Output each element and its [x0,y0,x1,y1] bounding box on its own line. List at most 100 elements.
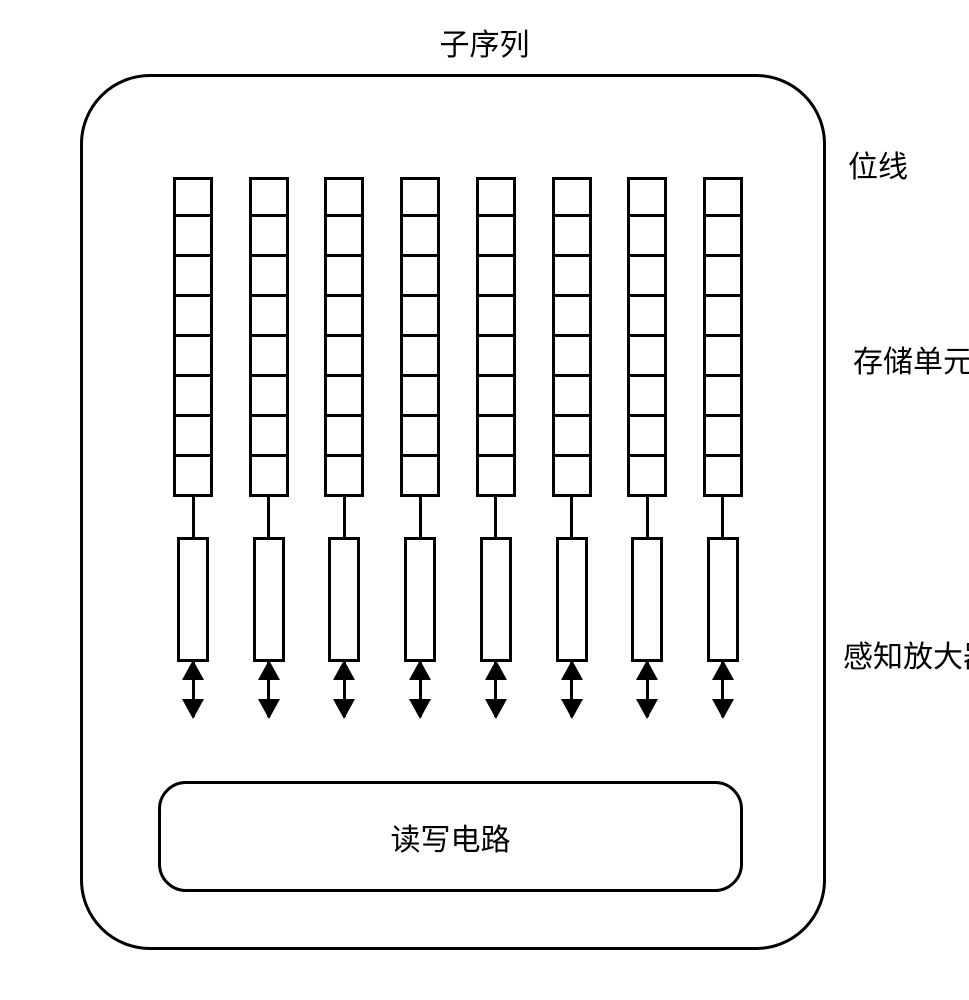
bitline-column [703,177,743,717]
memory-cell [249,417,289,457]
memory-cell [627,337,667,377]
memory-cell [400,377,440,417]
bidirectional-arrow-icon [646,662,649,717]
sense-amplifier [177,537,209,662]
memory-cell [173,377,213,417]
memory-cell [627,457,667,497]
read-write-circuit-label: 读写电路 [391,815,511,859]
memory-cell [476,177,516,217]
bitline-column [324,177,364,717]
memory-cell-stack [552,177,592,497]
memory-cell [173,457,213,497]
memory-cell [324,377,364,417]
memory-cell [324,217,364,257]
memory-cell [324,337,364,377]
memory-cell [249,257,289,297]
memory-cell [703,377,743,417]
sense-amplifier [707,537,739,662]
bidirectional-arrow-icon [192,662,195,717]
bidirectional-arrow-icon [419,662,422,717]
memory-cell-stack [627,177,667,497]
memory-cell-stack [703,177,743,497]
memory-cell [552,257,592,297]
memory-cell [703,457,743,497]
bitline-wire [343,497,346,537]
bidirectional-arrow-icon [570,662,573,717]
bitline-column [476,177,516,717]
bitline-columns [173,177,743,717]
bitline-wire [192,497,195,537]
sense-amplifier [328,537,360,662]
memory-cell [173,297,213,337]
memory-cell [249,217,289,257]
memory-cell [476,417,516,457]
memory-cell [249,337,289,377]
sense-amplifier [404,537,436,662]
memory-cell [173,257,213,297]
memory-cell [324,457,364,497]
bitline-column [173,177,213,717]
memory-cell [627,217,667,257]
diagram-title: 子序列 [20,20,949,64]
memory-cell [400,337,440,377]
bidirectional-arrow-icon [721,662,724,717]
memory-cell [703,417,743,457]
memory-cell [703,257,743,297]
memory-cell [552,217,592,257]
bidirectional-arrow-icon [267,662,270,717]
read-write-circuit: 读写电路 [158,781,743,892]
bitline-wire [721,497,724,537]
memory-cell [703,217,743,257]
sense-amplifier [631,537,663,662]
memory-cell [173,177,213,217]
bitline-wire [646,497,649,537]
memory-cell [627,297,667,337]
memory-cell [476,297,516,337]
sense-amplifier [253,537,285,662]
memory-cell [476,337,516,377]
memory-cell [400,417,440,457]
memory-cell [476,257,516,297]
subarray-boundary: 位线 存储单元 感知放大器 读写电路 [80,74,826,950]
memory-cell [627,177,667,217]
memory-cell [400,217,440,257]
memory-cell [476,377,516,417]
memory-cell [627,417,667,457]
memory-cell [400,457,440,497]
bitline-column [627,177,667,717]
memory-cell [249,457,289,497]
memory-cell [552,377,592,417]
memory-cell [400,177,440,217]
memory-cell [400,297,440,337]
memory-cell [703,177,743,217]
memory-cell [249,377,289,417]
memory-cell [173,337,213,377]
memory-cell-stack [476,177,516,497]
memory-cell [476,217,516,257]
bitline-wire [494,497,497,537]
memory-cell [400,257,440,297]
memory-cell [324,417,364,457]
sense-amplifier [556,537,588,662]
memory-cell [476,457,516,497]
bidirectional-arrow-icon [494,662,497,717]
label-memory-cell: 存储单元 [853,337,969,381]
bitline-wire [570,497,573,537]
memory-cell [173,217,213,257]
memory-cell-stack [173,177,213,497]
memory-cell-stack [400,177,440,497]
bitline-wire [419,497,422,537]
memory-cell [552,337,592,377]
bitline-column [249,177,289,717]
memory-cell [173,417,213,457]
sense-amplifier [480,537,512,662]
memory-cell [703,337,743,377]
memory-cell [552,177,592,217]
memory-cell [552,417,592,457]
memory-cell [324,257,364,297]
memory-cell [627,377,667,417]
memory-cell-stack [324,177,364,497]
bitline-wire [267,497,270,537]
memory-cell [627,257,667,297]
memory-cell [249,297,289,337]
